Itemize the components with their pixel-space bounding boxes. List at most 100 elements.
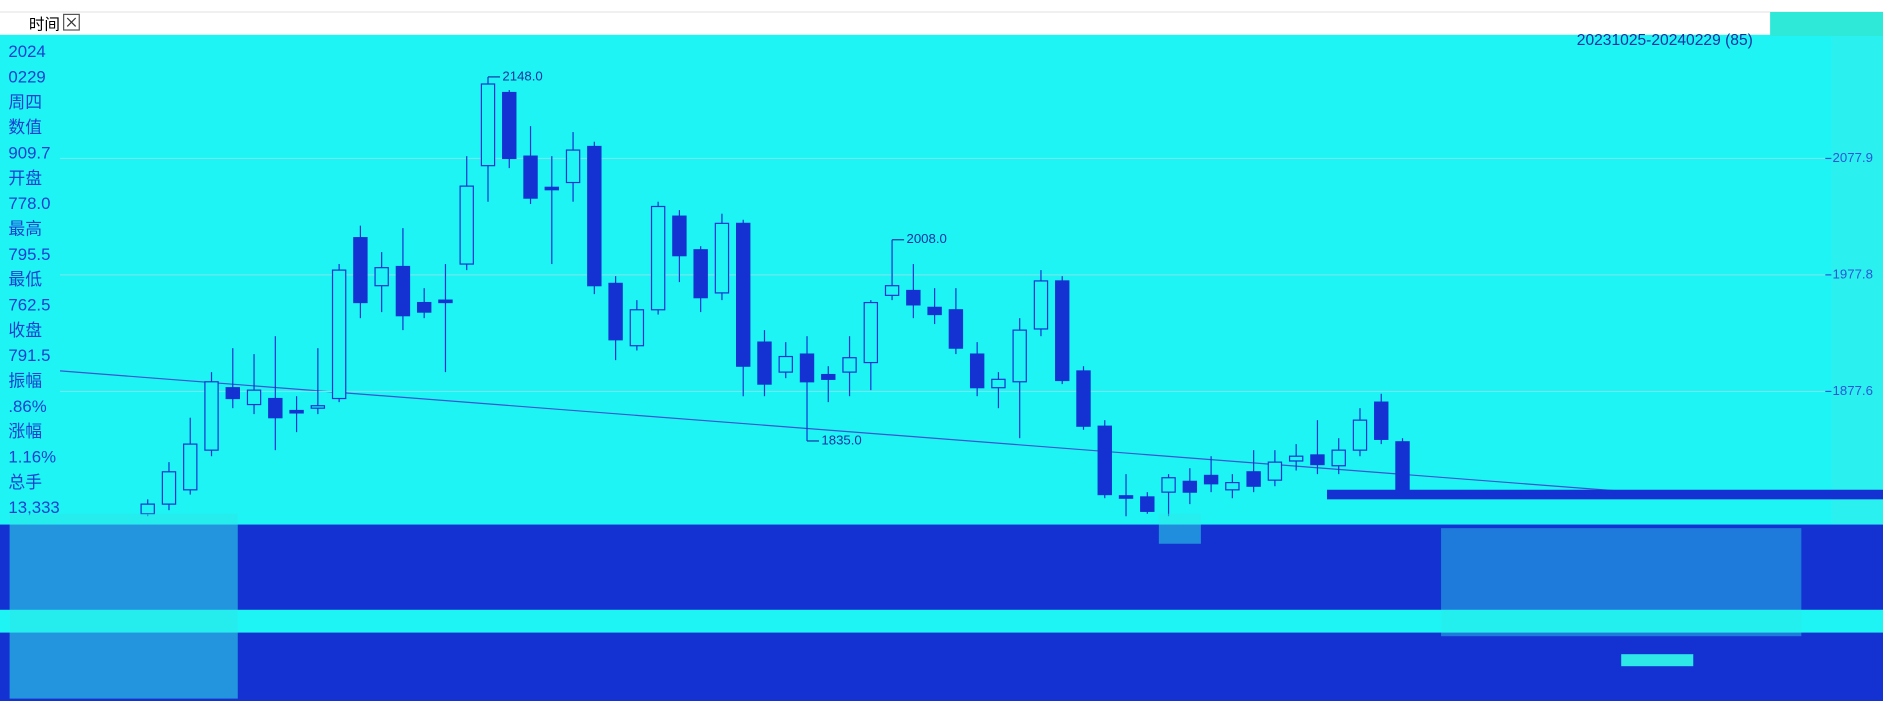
corrupt-strip: [0, 609, 1883, 633]
candle-body: [246, 389, 262, 406]
panel-text: 762.5: [8, 296, 50, 315]
candle-body: [672, 215, 687, 257]
candle-body: [1352, 419, 1368, 451]
candle-body: [587, 145, 602, 287]
candle-body: [884, 285, 900, 296]
candle-body: [608, 282, 623, 341]
candle-body: [374, 267, 389, 287]
candle-body: [650, 205, 666, 311]
candle-body: [1118, 495, 1134, 499]
panel-text: 2024: [8, 42, 45, 61]
panel-text: 最低: [8, 270, 42, 289]
panel-text: 778.0: [8, 194, 50, 213]
tab-close-icon: [66, 17, 77, 27]
panel-text: 791.5: [8, 346, 50, 365]
annotation-label: 2148.0: [502, 68, 542, 83]
candle-body: [948, 309, 964, 349]
candle-body: [225, 387, 240, 400]
candle-body: [480, 83, 496, 167]
candle-body: [395, 265, 411, 317]
candle-body: [757, 341, 772, 385]
panel-text: 795.5: [8, 245, 50, 264]
candle-body: [523, 155, 538, 199]
corrupt-noise: [1441, 528, 1802, 637]
candle-body: [161, 471, 177, 505]
candle-body: [544, 186, 560, 191]
candle-body: [1203, 474, 1219, 485]
candle-body: [1225, 482, 1240, 491]
axis-background: [1831, 34, 1883, 527]
candle-body: [1012, 329, 1027, 383]
candle-body: [310, 405, 326, 409]
candle-body: [565, 149, 581, 184]
panel-text: 0229: [8, 68, 45, 87]
corrupted-area: [0, 489, 1883, 701]
candle-body: [714, 222, 730, 294]
candle-body: [353, 237, 368, 304]
panel-text: 数值: [8, 118, 42, 137]
corrupt-noise: [1158, 513, 1201, 544]
candle-body: [1161, 477, 1176, 493]
panel-text: .86%: [8, 397, 46, 416]
candle-body: [183, 443, 198, 491]
candle-body: [927, 306, 942, 316]
candle-body: [1033, 280, 1049, 330]
candle-body: [1374, 401, 1389, 440]
candle-body: [416, 301, 432, 313]
candle-body: [842, 357, 857, 373]
tab-label[interactable]: 时间: [29, 15, 60, 33]
panel-text: 开盘: [8, 169, 42, 188]
candle-body: [1395, 441, 1410, 491]
y-tick-label: 2077.9: [1833, 150, 1873, 165]
candle-body: [1246, 471, 1261, 487]
candle-body: [1288, 455, 1304, 462]
panel-text: 涨幅: [8, 422, 42, 441]
corrupt-strip: [1326, 489, 1883, 500]
panel-text: 总手: [8, 473, 42, 492]
panel-text: 909.7: [8, 144, 50, 163]
candle-body: [438, 299, 453, 304]
candle-body: [1331, 449, 1346, 467]
annotation-label: 2008.0: [906, 231, 946, 246]
candle-body: [1267, 461, 1283, 481]
candle-body: [799, 353, 815, 383]
candle-body: [140, 503, 155, 515]
toolbar-noise: [1770, 12, 1883, 37]
candle-body: [693, 249, 708, 299]
candle-body: [204, 381, 219, 451]
candle-body: [289, 409, 304, 414]
annotation-label: 1835.0: [821, 432, 861, 447]
range-label: 20231025-20240229 (85): [1577, 32, 1753, 49]
candle-body: [863, 301, 879, 364]
y-tick-label: 1977.8: [1833, 266, 1873, 281]
panel-text: 振幅: [8, 372, 42, 391]
panel-text: 收盘: [8, 321, 42, 340]
panel-text: 周四: [8, 93, 42, 112]
candle-body: [502, 91, 517, 160]
chart-background: [0, 34, 1883, 527]
candle-body: [736, 222, 751, 367]
candle-body: [331, 269, 347, 400]
candle-body: [629, 309, 645, 347]
candle-body: [1097, 425, 1112, 496]
corrupt-noise: [1621, 654, 1694, 667]
y-tick-label: 1877.6: [1833, 383, 1873, 398]
candle-body: [821, 373, 836, 380]
candle-body: [1310, 454, 1325, 466]
candle-body: [969, 353, 985, 389]
candle-body: [1055, 280, 1070, 382]
panel-text: 13,333: [8, 498, 59, 517]
panel-text: 1.16%: [8, 447, 56, 466]
corrupt-noise: [9, 513, 238, 699]
candle-body: [991, 378, 1006, 389]
top-bar: [0, 0, 1883, 35]
candle-body: [1182, 480, 1198, 493]
panel-text: 最高: [8, 220, 42, 239]
candle-body: [778, 355, 793, 373]
candle-body: [1140, 496, 1155, 512]
candle-body: [268, 397, 283, 419]
candle-body: [1076, 370, 1091, 427]
candle-body: [906, 289, 921, 306]
candle-body: [459, 185, 474, 265]
